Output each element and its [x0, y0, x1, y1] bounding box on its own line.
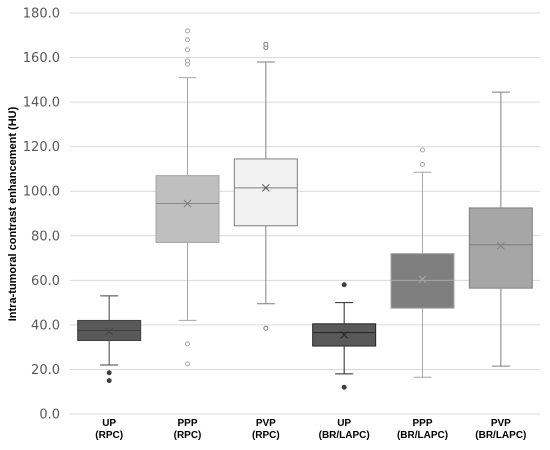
outlier-point — [185, 361, 190, 367]
box-series — [77, 28, 533, 390]
outlier-point — [185, 341, 190, 347]
iqr-box — [468, 207, 533, 289]
outlier-point — [185, 58, 190, 64]
x-category-sublabel: (RPC) — [95, 430, 123, 441]
box-group — [77, 295, 142, 384]
outlier-point — [106, 370, 112, 376]
y-tick-label: 20.0 — [31, 363, 60, 378]
mean-marker — [496, 241, 505, 250]
mean-marker — [261, 184, 270, 192]
outlier-point — [263, 325, 269, 331]
y-tick-label: 0.0 — [39, 408, 60, 423]
y-axis-ticks: 0.0 20.0 40.0 60.0 80.0 100.0 120.0 140.0 160.0 1… — [23, 7, 60, 423]
y-axis-label: Intra-tumoral contrast enhancement (HU) — [7, 106, 19, 321]
gridlines — [70, 12, 540, 415]
mean-marker — [340, 331, 349, 339]
outlier-point — [341, 282, 347, 288]
outlier-point — [185, 47, 190, 53]
y-tick-label: 40.0 — [31, 318, 60, 333]
iqr-box — [390, 253, 455, 309]
x-category-label: PPP — [412, 418, 432, 429]
box-group — [390, 147, 455, 378]
outlier-point — [185, 28, 190, 34]
y-tick-label: 80.0 — [31, 229, 60, 244]
x-category-label: PVP — [491, 418, 511, 429]
box-group — [233, 41, 298, 331]
x-axis-categories: UP(RPC)PPP(RPC)PVP(RPC)UP(BR/LAPC)PPP(BR… — [95, 418, 526, 441]
y-tick-label: 180.0 — [23, 7, 60, 22]
x-category-label: PPP — [177, 418, 197, 429]
x-category-sublabel: (BR/LAPC) — [475, 430, 526, 441]
iqr-box — [155, 175, 220, 243]
y-tick-label: 100.0 — [23, 185, 60, 200]
outlier-point — [341, 384, 347, 390]
x-category-label: UP — [337, 418, 351, 429]
box-group — [468, 91, 533, 367]
x-category-sublabel: (BR/LAPC) — [397, 430, 448, 441]
box-group — [312, 282, 377, 390]
y-tick-label: 120.0 — [23, 140, 60, 155]
y-tick-label: 160.0 — [23, 51, 60, 66]
mean-marker — [183, 199, 192, 208]
iqr-box — [233, 158, 298, 227]
outlier-point — [185, 37, 190, 43]
outlier-point — [106, 378, 112, 384]
y-tick-label: 140.0 — [23, 96, 60, 111]
x-category-sublabel: (RPC) — [174, 430, 202, 441]
mean-marker — [105, 327, 114, 336]
x-category-label: UP — [102, 418, 116, 429]
box-group — [155, 28, 220, 367]
mean-marker — [418, 275, 427, 284]
outlier-point — [420, 161, 425, 167]
x-category-sublabel: (BR/LAPC) — [319, 430, 370, 441]
outlier-point — [263, 41, 269, 47]
outlier-point — [420, 147, 425, 153]
x-category-label: PVP — [256, 418, 276, 429]
y-tick-label: 60.0 — [31, 274, 60, 289]
x-category-sublabel: (RPC) — [252, 430, 280, 441]
